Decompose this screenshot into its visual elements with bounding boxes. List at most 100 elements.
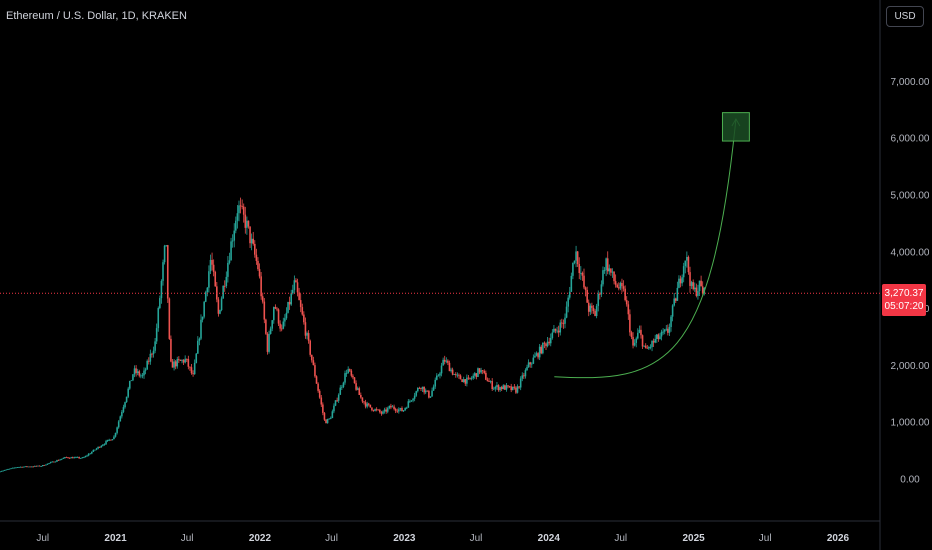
candle-body (405, 407, 408, 409)
candle-body (285, 312, 288, 319)
candle-body (27, 466, 30, 468)
candle-body (296, 282, 299, 293)
candle-body (572, 262, 574, 276)
candle-body (5, 469, 8, 471)
candle-body (686, 256, 688, 261)
candle-body (203, 301, 205, 317)
y-tick-label: 5,000.00 (891, 191, 930, 202)
candle-body (298, 292, 300, 301)
candle-body (260, 276, 262, 297)
candle-body (222, 285, 224, 299)
candle-body (600, 284, 603, 295)
candle-body (254, 243, 256, 255)
candle-body (40, 466, 42, 467)
candle-body (235, 220, 237, 231)
candle-body (206, 287, 209, 293)
candle-body (591, 305, 593, 308)
candle-body (214, 271, 217, 287)
candle-body (157, 308, 160, 329)
candle-body (426, 390, 429, 392)
candle-body (197, 340, 199, 354)
candle-body (325, 419, 327, 424)
candle-body (133, 368, 136, 375)
candle-body (537, 353, 539, 358)
candle-body (336, 400, 338, 402)
candle-body (377, 409, 380, 411)
candle-body (117, 421, 120, 428)
candle-body (667, 328, 669, 333)
candle-body (29, 466, 31, 468)
candle-body (505, 385, 508, 390)
candle-body (187, 359, 190, 367)
candle-body (57, 460, 60, 461)
candle-body (469, 377, 471, 379)
candle-body (573, 260, 576, 263)
candle-body (508, 386, 511, 388)
candle-body (189, 366, 191, 368)
candle-body (608, 268, 611, 272)
candle-body (386, 408, 389, 412)
candle-body (428, 391, 430, 398)
candle-body (323, 412, 326, 420)
candle-body (8, 468, 11, 470)
candle-body (73, 457, 76, 459)
candle-body (90, 451, 93, 454)
candle-body (24, 466, 27, 468)
candle-body (432, 386, 435, 391)
candle-body (454, 374, 457, 375)
candle-body (542, 342, 544, 354)
candle-body (78, 457, 80, 459)
candle-body (423, 386, 425, 393)
candle-body (459, 375, 462, 380)
target-box (721, 112, 750, 142)
candle-body (355, 383, 357, 390)
candle-body (402, 410, 405, 412)
candle-body (173, 361, 175, 368)
candle-body (644, 345, 647, 348)
candle-body (366, 403, 368, 407)
candle-body (358, 388, 361, 395)
candle-body (662, 331, 664, 333)
candle-body (81, 457, 84, 459)
candle-body (592, 307, 595, 311)
candle-body (13, 467, 16, 469)
candle-body (379, 409, 381, 413)
candle-body (619, 283, 622, 289)
candle-body (217, 299, 220, 314)
candle-body (431, 390, 433, 397)
candle-body (41, 465, 44, 467)
candle-body (440, 365, 443, 374)
candle-body (546, 341, 549, 347)
candle-body (450, 369, 452, 372)
candle-body (551, 332, 554, 338)
candle-body (595, 306, 598, 317)
candle-body (261, 296, 264, 302)
candle-body (132, 374, 134, 381)
y-tick-label: 7,000.00 (891, 77, 930, 88)
candle-body (102, 444, 104, 446)
candle-body (697, 291, 699, 296)
candle-body (434, 379, 437, 387)
candle-body (212, 264, 215, 272)
candle-body (282, 321, 285, 329)
candle-body (529, 362, 531, 365)
candle-body (151, 353, 153, 355)
candle-body (621, 283, 623, 287)
candle-body (651, 340, 653, 347)
candle-body (200, 319, 202, 339)
candle-body (92, 449, 95, 452)
candle-body (549, 337, 552, 344)
x-tick-label: 2021 (104, 533, 127, 544)
candle-body (659, 336, 661, 340)
x-tick-label: Jul (36, 533, 49, 544)
candle-body (692, 282, 694, 290)
candle-body (393, 406, 395, 410)
candle-body (109, 439, 112, 441)
currency-button[interactable]: USD (886, 6, 924, 27)
candle-body (388, 405, 391, 409)
x-tick-label: 2025 (682, 533, 705, 544)
candle-body (306, 333, 308, 336)
candle-body (534, 355, 536, 358)
candle-body (138, 371, 141, 376)
